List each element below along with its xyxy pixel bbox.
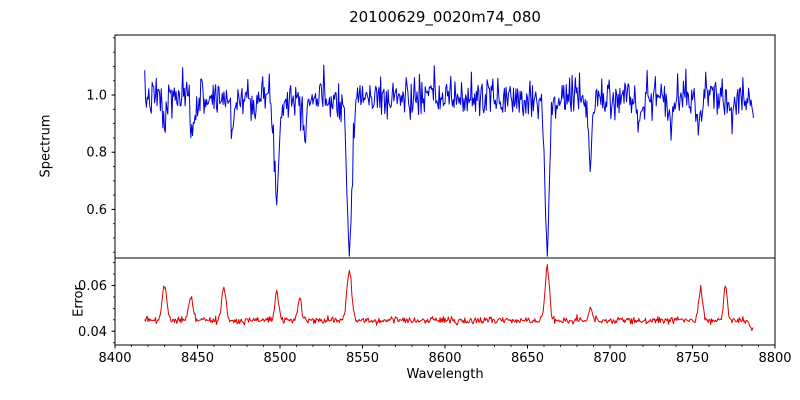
x-tick-label: 8500 bbox=[263, 351, 296, 366]
x-axis-label: Wavelength bbox=[406, 367, 484, 382]
x-tick-label: 8600 bbox=[428, 351, 461, 366]
spectrum-panel-frame bbox=[114, 34, 776, 259]
x-tick-label: 8400 bbox=[98, 351, 131, 366]
x-tick-label: 8700 bbox=[593, 351, 626, 366]
error-panel-frame bbox=[114, 257, 776, 346]
x-tick-label: 8750 bbox=[676, 351, 709, 366]
error-y-tick-label: 0.04 bbox=[78, 325, 107, 340]
x-tick-label: 8450 bbox=[181, 351, 214, 366]
error-y-tick-label: 0.06 bbox=[78, 279, 107, 294]
spectrum-line bbox=[144, 64, 755, 257]
x-tick-label: 8650 bbox=[511, 351, 544, 366]
chart-title: 20100629_0020m74_080 bbox=[349, 8, 541, 26]
error-line bbox=[144, 264, 754, 332]
x-tick-label: 8550 bbox=[346, 351, 379, 366]
spectrum-y-tick-label: 0.8 bbox=[86, 146, 107, 161]
spectrum-y-tick-label: 1.0 bbox=[86, 89, 107, 104]
x-tick-label: 8800 bbox=[758, 351, 791, 366]
spectrum-y-tick-label: 0.6 bbox=[86, 203, 107, 218]
